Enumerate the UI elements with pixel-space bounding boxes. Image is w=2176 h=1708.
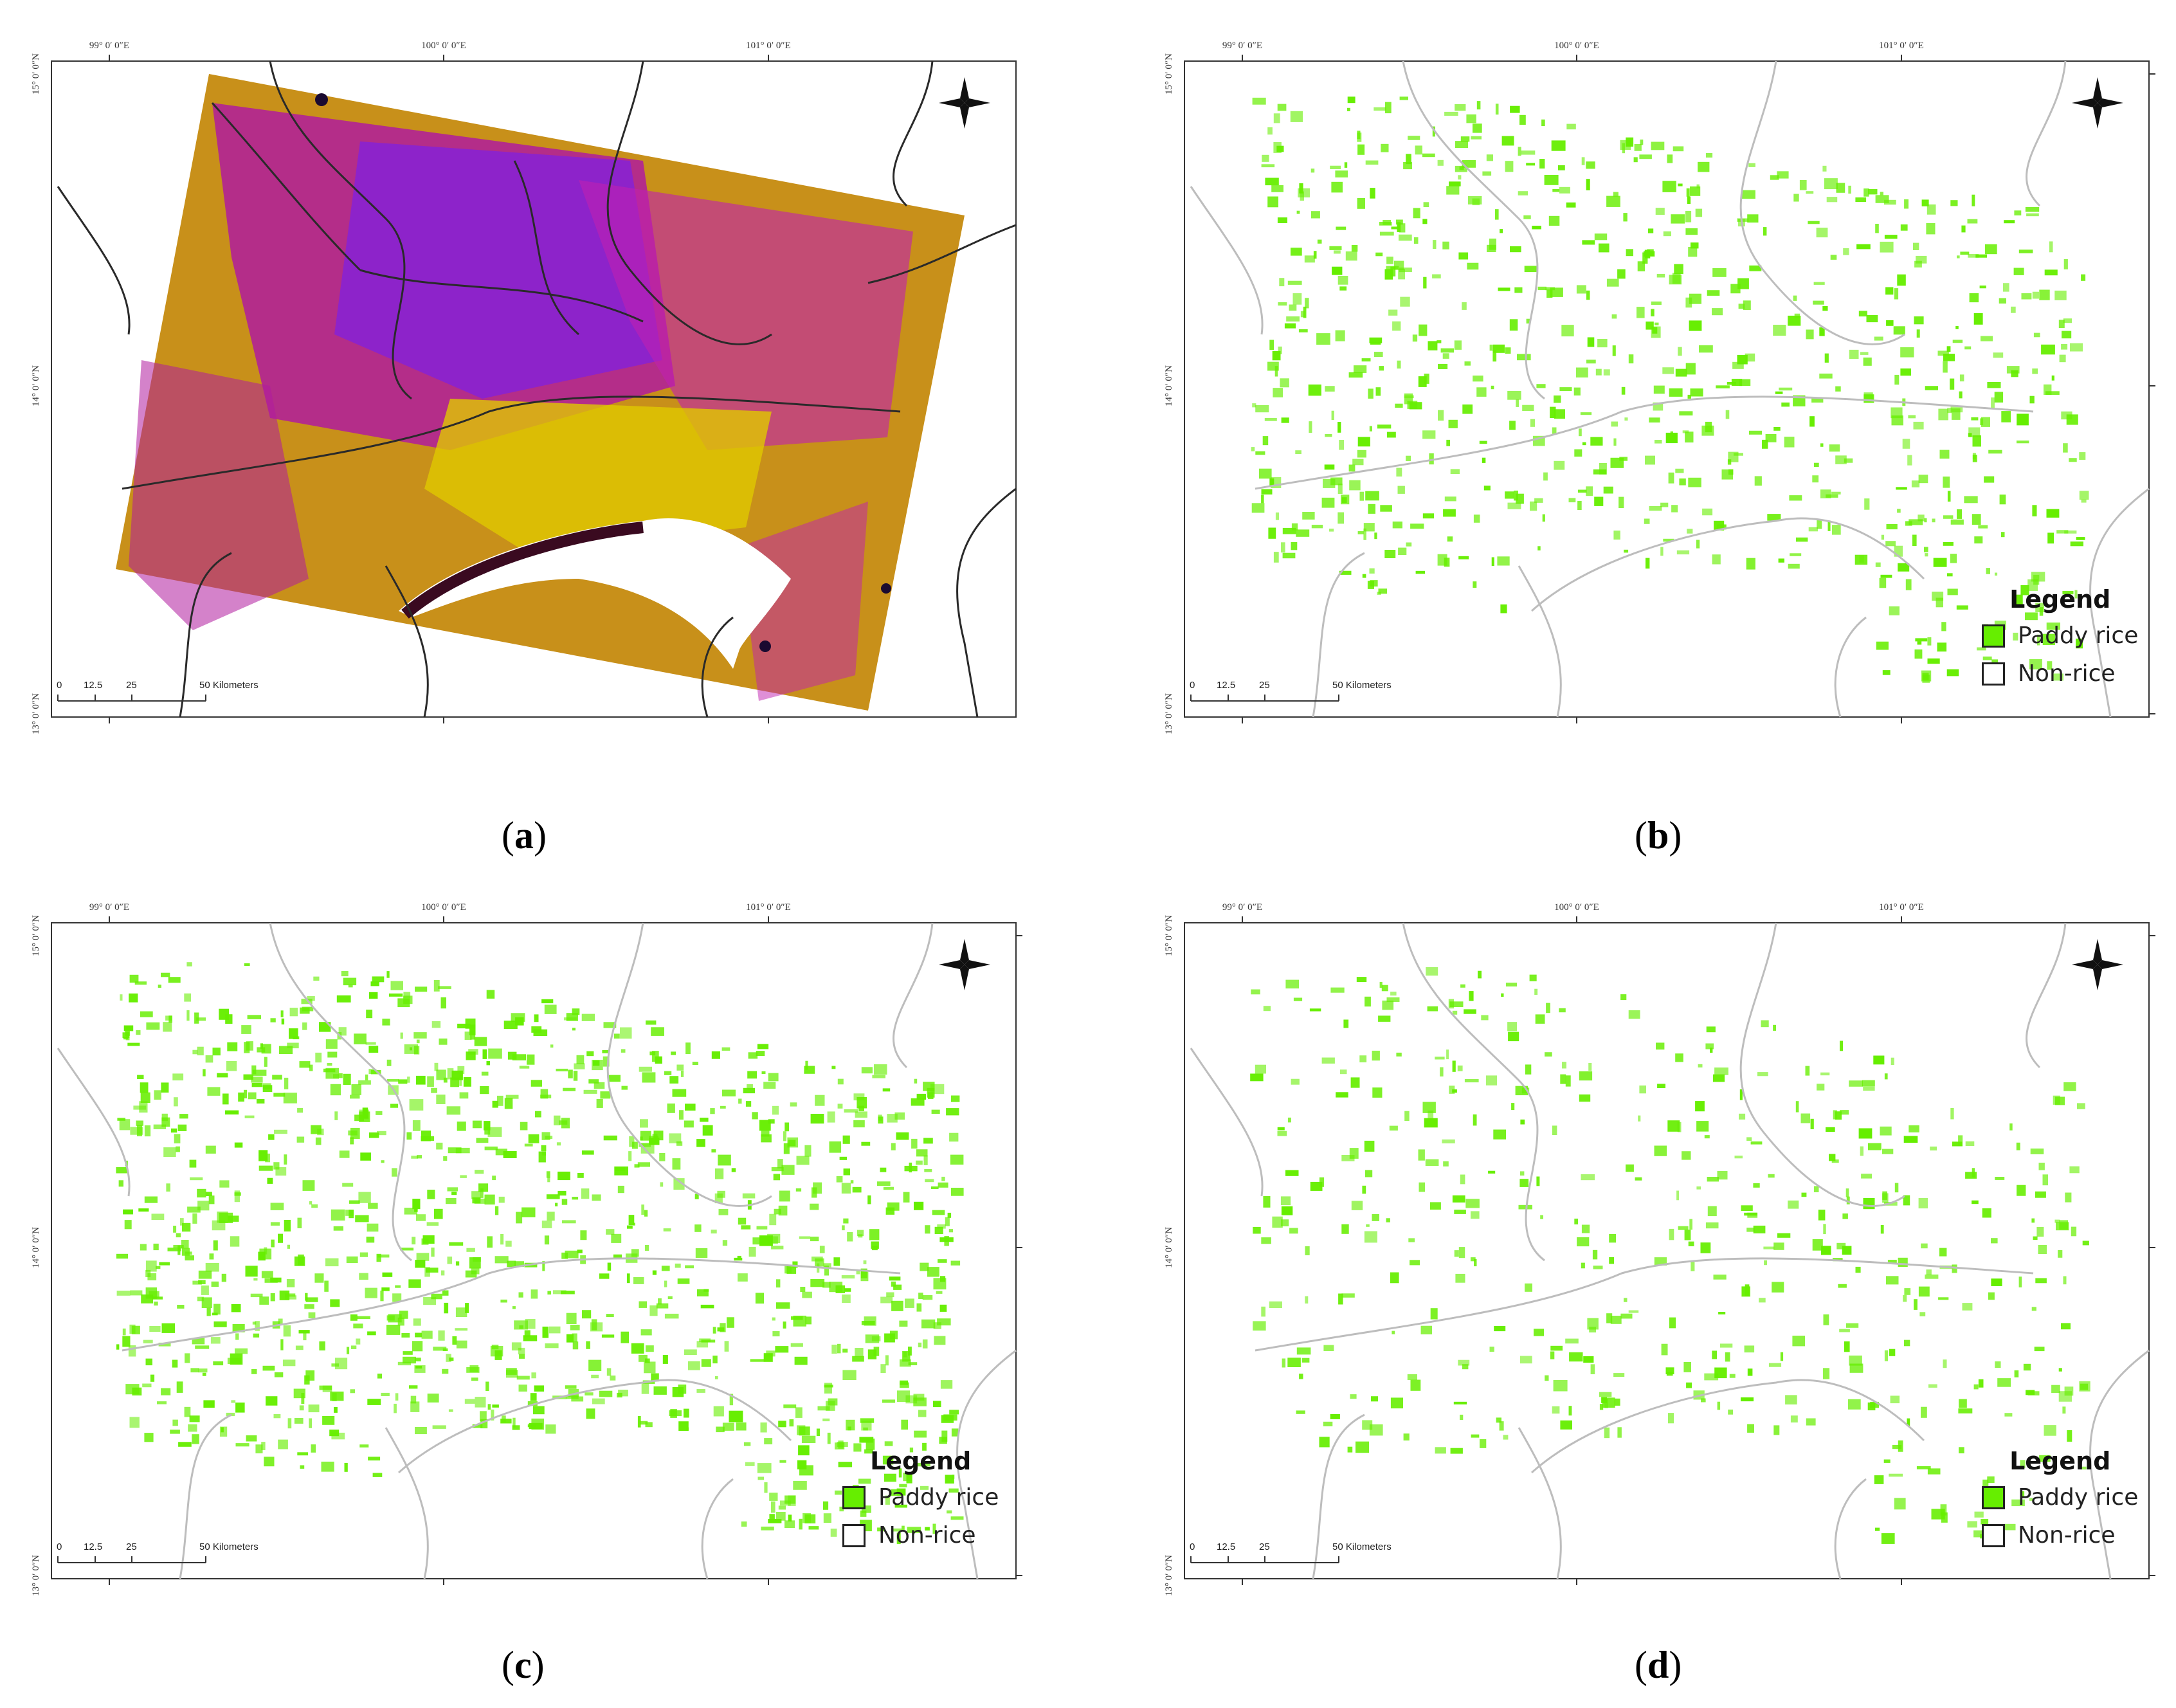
legend-item-paddy-rice: Paddy rice — [1982, 622, 2138, 649]
legend: Legend Paddy rice Non-rice — [1982, 585, 2138, 698]
scale-tick: 0 — [57, 1541, 62, 1552]
legend-item-paddy-rice: Paddy rice — [1982, 1484, 2138, 1511]
province-boundaries — [1190, 60, 2150, 718]
lon-label: 101° 0′ 0″E — [1879, 902, 1924, 913]
paddy-rice-swatch — [1982, 624, 2005, 648]
paddy-rice-swatch — [1982, 1485, 2005, 1509]
lat-label: 15° 0′ 0″N — [1164, 53, 1174, 95]
non-rice-swatch — [842, 1523, 866, 1547]
panel-caption: (c) — [502, 1644, 545, 1686]
scale-tick: 12.5 — [1217, 680, 1235, 691]
lat-label-14: 14° 0′ 0″N — [31, 365, 41, 406]
map-frame — [1184, 922, 2150, 1579]
lon-ticks — [109, 55, 769, 723]
scale-bar: 0 12.5 25 50 Kilometers — [1190, 680, 1392, 702]
lon-label-101: 101° 0′ 0″E — [746, 41, 791, 51]
north-arrow-icon — [2072, 939, 2123, 990]
scale-tick-12-5: 12.5 — [84, 680, 102, 691]
legend-item-non-rice: Non-rice — [1982, 660, 2138, 687]
lon-label: 101° 0′ 0″E — [1879, 41, 1924, 51]
scale-tick-25: 25 — [126, 680, 137, 691]
scale-tick: 50 Kilometers — [1332, 1541, 1392, 1552]
non-rice-swatch — [1982, 1523, 2005, 1547]
legend: Legend Paddy rice Non-rice — [1982, 1447, 2138, 1560]
lat-label: 15° 0′ 0″N — [31, 915, 41, 956]
scale-tick: 50 Kilometers — [1332, 680, 1392, 691]
lon-label: 100° 0′ 0″E — [421, 902, 466, 913]
lon-label: 100° 0′ 0″E — [1554, 902, 1599, 913]
scale-tick: 50 Kilometers — [199, 1541, 258, 1552]
map-panel-a: 99° 0′ 0″E 100° 0′ 0″E 101° 0′ 0″E 15° 0… — [0, 0, 1088, 857]
map-a-svg: 99° 0′ 0″E 100° 0′ 0″E 101° 0′ 0″E 15° 0… — [31, 41, 1017, 734]
province-boundaries — [57, 60, 1017, 718]
scale-tick: 12.5 — [84, 1541, 102, 1552]
legend: Legend Paddy rice Non-rice — [842, 1447, 999, 1560]
scale-tick-50: 50 Kilometers — [199, 680, 258, 691]
rice-coverage — [1250, 967, 2090, 1544]
legend-title: Legend — [2009, 1447, 2111, 1475]
lat-label: 13° 0′ 0″N — [1164, 1555, 1174, 1596]
scale-tick: 12.5 — [1217, 1541, 1235, 1552]
legend-item-paddy-rice: Paddy rice — [842, 1484, 999, 1511]
map-c-svg: 99° 0′ 0″E 100° 0′ 0″E 101° 0′ 0″E 15° 0′ 0… — [31, 902, 1022, 1596]
scale-tick: 0 — [1190, 1541, 1195, 1552]
panel-caption: (a) — [502, 814, 547, 857]
province-boundaries — [57, 922, 1017, 1579]
non-rice-swatch — [1982, 662, 2005, 686]
lon-label-99: 99° 0′ 0″E — [89, 41, 129, 51]
lat-label-13: 13° 0′ 0″N — [31, 693, 41, 734]
lat-label: 13° 0′ 0″N — [1164, 693, 1174, 734]
rice-coverage — [116, 962, 964, 1545]
map-b-svg: 99° 0′ 0″E 100° 0′ 0″E 101° 0′ 0″E 15° 0′ 0… — [1164, 41, 2155, 734]
map-frame — [1184, 60, 2150, 718]
scale-tick: 25 — [1259, 680, 1270, 691]
lon-label: 101° 0′ 0″E — [746, 902, 791, 913]
lon-label-100: 100° 0′ 0″E — [421, 41, 466, 51]
legend-item-non-rice: Non-rice — [1982, 1522, 2138, 1549]
scale-tick-0: 0 — [57, 680, 62, 691]
lon-label: 99° 0′ 0″E — [1222, 41, 1262, 51]
map-panel-c: 99° 0′ 0″E 100° 0′ 0″E 101° 0′ 0″E 15° 0′ 0… — [0, 862, 1088, 1708]
lon-label: 99° 0′ 0″E — [89, 902, 129, 913]
paddy-rice-swatch — [842, 1485, 866, 1509]
lat-label: 14° 0′ 0″N — [1164, 1227, 1174, 1268]
scale-bar: 0 12.5 25 50 Kilometers — [57, 1541, 258, 1563]
legend-title: Legend — [870, 1447, 972, 1475]
scale-bar: 0 12.5 25 50 Kilometers — [1190, 1541, 1392, 1563]
lat-label: 14° 0′ 0″N — [31, 1227, 41, 1268]
lon-label: 99° 0′ 0″E — [1222, 902, 1262, 913]
panel-caption: (d) — [1635, 1644, 1682, 1686]
scale-tick: 0 — [1190, 680, 1195, 691]
lat-label: 14° 0′ 0″N — [1164, 365, 1174, 406]
map-panel-d: 99° 0′ 0″E 100° 0′ 0″E 101° 0′ 0″E 15° 0′ 0… — [1133, 862, 2176, 1708]
north-arrow-icon — [939, 77, 990, 129]
panel-caption: (b) — [1635, 814, 1682, 857]
scale-tick: 25 — [126, 1541, 137, 1552]
lat-label: 13° 0′ 0″N — [31, 1555, 41, 1596]
scale-bar: 0 12.5 25 50 Kilometers — [57, 680, 258, 702]
rice-coverage — [1251, 96, 2089, 683]
north-arrow-icon — [2072, 77, 2123, 129]
north-arrow-icon — [939, 939, 990, 990]
legend-item-non-rice: Non-rice — [842, 1522, 999, 1549]
lon-label: 100° 0′ 0″E — [1554, 41, 1599, 51]
map-d-svg: 99° 0′ 0″E 100° 0′ 0″E 101° 0′ 0″E 15° 0′ 0… — [1164, 902, 2155, 1596]
province-boundaries — [1190, 922, 2150, 1579]
map-panel-b: 99° 0′ 0″E 100° 0′ 0″E 101° 0′ 0″E 15° 0′ 0… — [1133, 0, 2176, 857]
legend-title: Legend — [2009, 585, 2111, 613]
sar-image — [116, 74, 965, 711]
lat-label-15: 15° 0′ 0″N — [31, 53, 41, 95]
scale-tick: 25 — [1259, 1541, 1270, 1552]
lat-label: 15° 0′ 0″N — [1164, 915, 1174, 956]
